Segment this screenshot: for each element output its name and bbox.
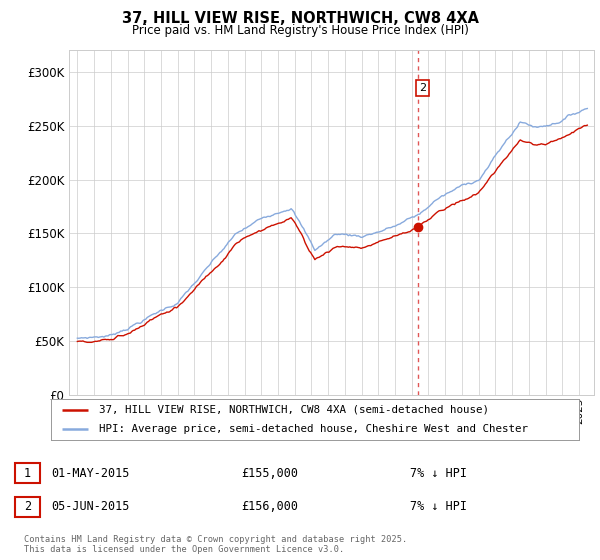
Text: 2: 2 [419, 83, 426, 93]
Text: Price paid vs. HM Land Registry's House Price Index (HPI): Price paid vs. HM Land Registry's House … [131, 24, 469, 36]
Text: 7% ↓ HPI: 7% ↓ HPI [409, 500, 467, 514]
Text: 37, HILL VIEW RISE, NORTHWICH, CW8 4XA (semi-detached house): 37, HILL VIEW RISE, NORTHWICH, CW8 4XA (… [98, 405, 488, 415]
Text: 01-MAY-2015: 01-MAY-2015 [51, 466, 129, 480]
Text: Contains HM Land Registry data © Crown copyright and database right 2025.
This d: Contains HM Land Registry data © Crown c… [24, 535, 407, 554]
Text: 37, HILL VIEW RISE, NORTHWICH, CW8 4XA: 37, HILL VIEW RISE, NORTHWICH, CW8 4XA [121, 11, 479, 26]
Text: 7% ↓ HPI: 7% ↓ HPI [409, 466, 467, 480]
Text: £156,000: £156,000 [241, 500, 299, 514]
Text: HPI: Average price, semi-detached house, Cheshire West and Chester: HPI: Average price, semi-detached house,… [98, 424, 527, 435]
Text: 05-JUN-2015: 05-JUN-2015 [51, 500, 129, 514]
Text: 1: 1 [24, 466, 31, 480]
Text: £155,000: £155,000 [241, 466, 299, 480]
Text: 2: 2 [24, 500, 31, 514]
